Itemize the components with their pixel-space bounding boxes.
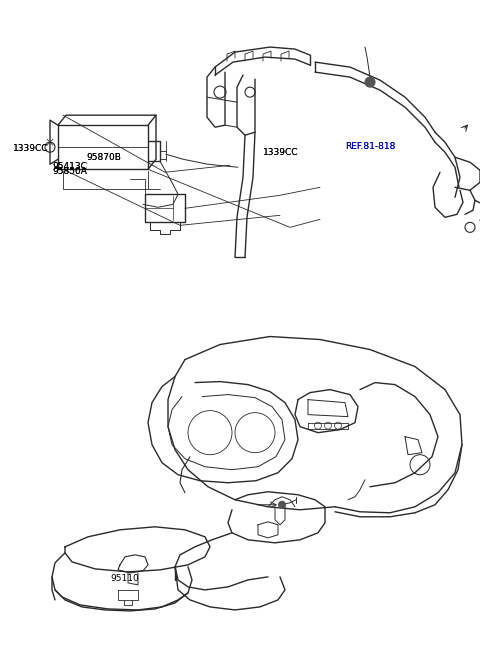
Text: 1339CC: 1339CC bbox=[13, 143, 49, 153]
Text: 1339CC: 1339CC bbox=[263, 148, 299, 157]
Text: 95413C: 95413C bbox=[53, 162, 88, 171]
Text: 1339CC: 1339CC bbox=[263, 148, 299, 157]
Text: 95870B: 95870B bbox=[86, 153, 121, 162]
Text: REF.81-818: REF.81-818 bbox=[346, 142, 396, 151]
Text: 95413C: 95413C bbox=[53, 162, 88, 171]
Text: 95850A: 95850A bbox=[53, 168, 88, 176]
Text: 95110: 95110 bbox=[110, 574, 139, 582]
Text: REF.81-818: REF.81-818 bbox=[346, 142, 396, 151]
Circle shape bbox=[278, 501, 286, 508]
Circle shape bbox=[365, 77, 375, 87]
Text: 1339CC: 1339CC bbox=[13, 143, 49, 153]
Text: 95850A: 95850A bbox=[53, 168, 88, 176]
Text: 95870B: 95870B bbox=[86, 153, 121, 162]
